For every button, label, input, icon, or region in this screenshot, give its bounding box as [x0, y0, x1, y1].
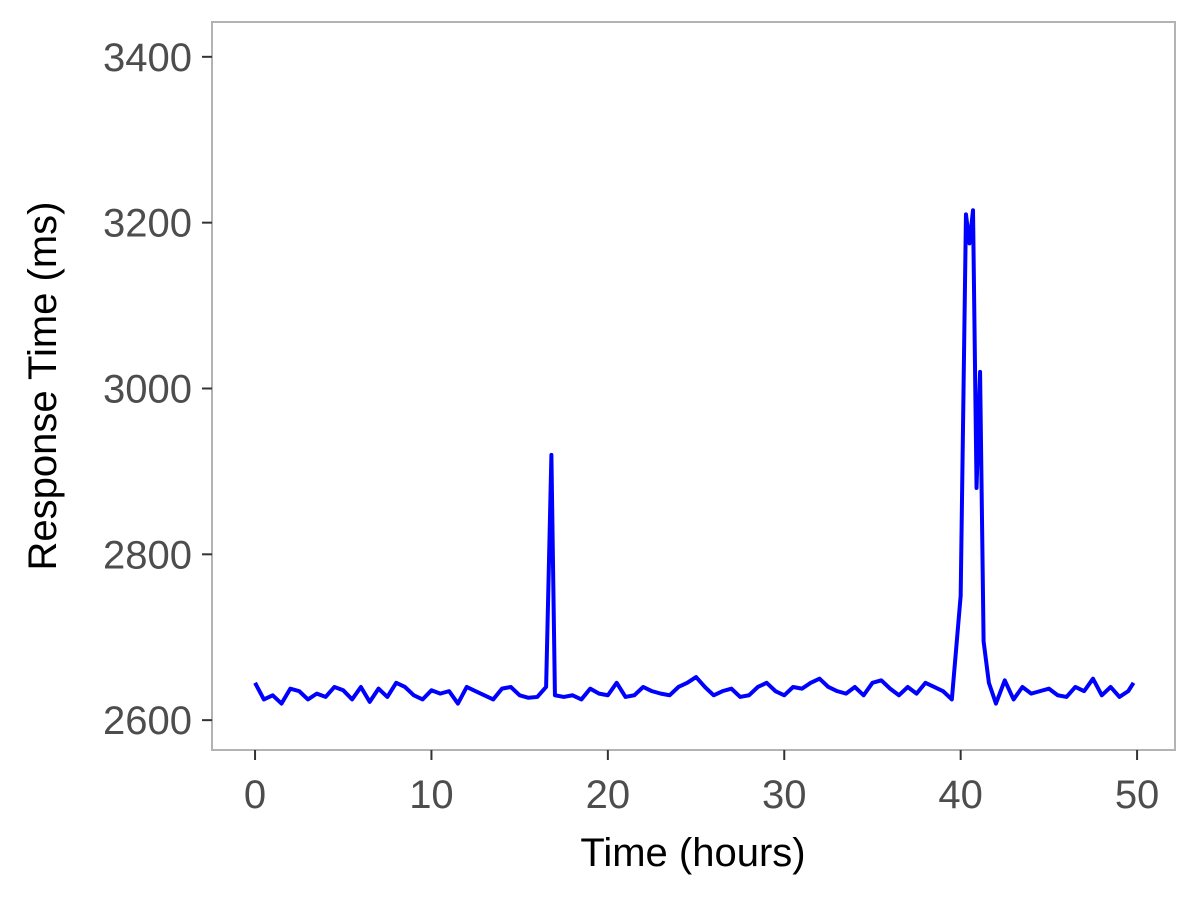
x-tick-label: 10	[409, 773, 454, 817]
x-tick-label: 20	[586, 773, 631, 817]
x-tick-label: 50	[1115, 773, 1160, 817]
y-tick-label: 3400	[103, 36, 192, 80]
x-tick-label: 0	[244, 773, 266, 817]
y-tick-label: 3200	[103, 202, 192, 246]
x-tick-label: 40	[938, 773, 983, 817]
y-axis-label: Response Time (ms)	[21, 202, 65, 571]
data-line	[253, 208, 1136, 706]
x-tick-label: 30	[762, 773, 807, 817]
y-tick-label: 2600	[103, 699, 192, 743]
y-tick-label: 3000	[103, 367, 192, 411]
y-tick-label: 2800	[103, 533, 192, 577]
x-axis-label: Time (hours)	[580, 831, 805, 875]
panel-border	[211, 21, 1176, 751]
